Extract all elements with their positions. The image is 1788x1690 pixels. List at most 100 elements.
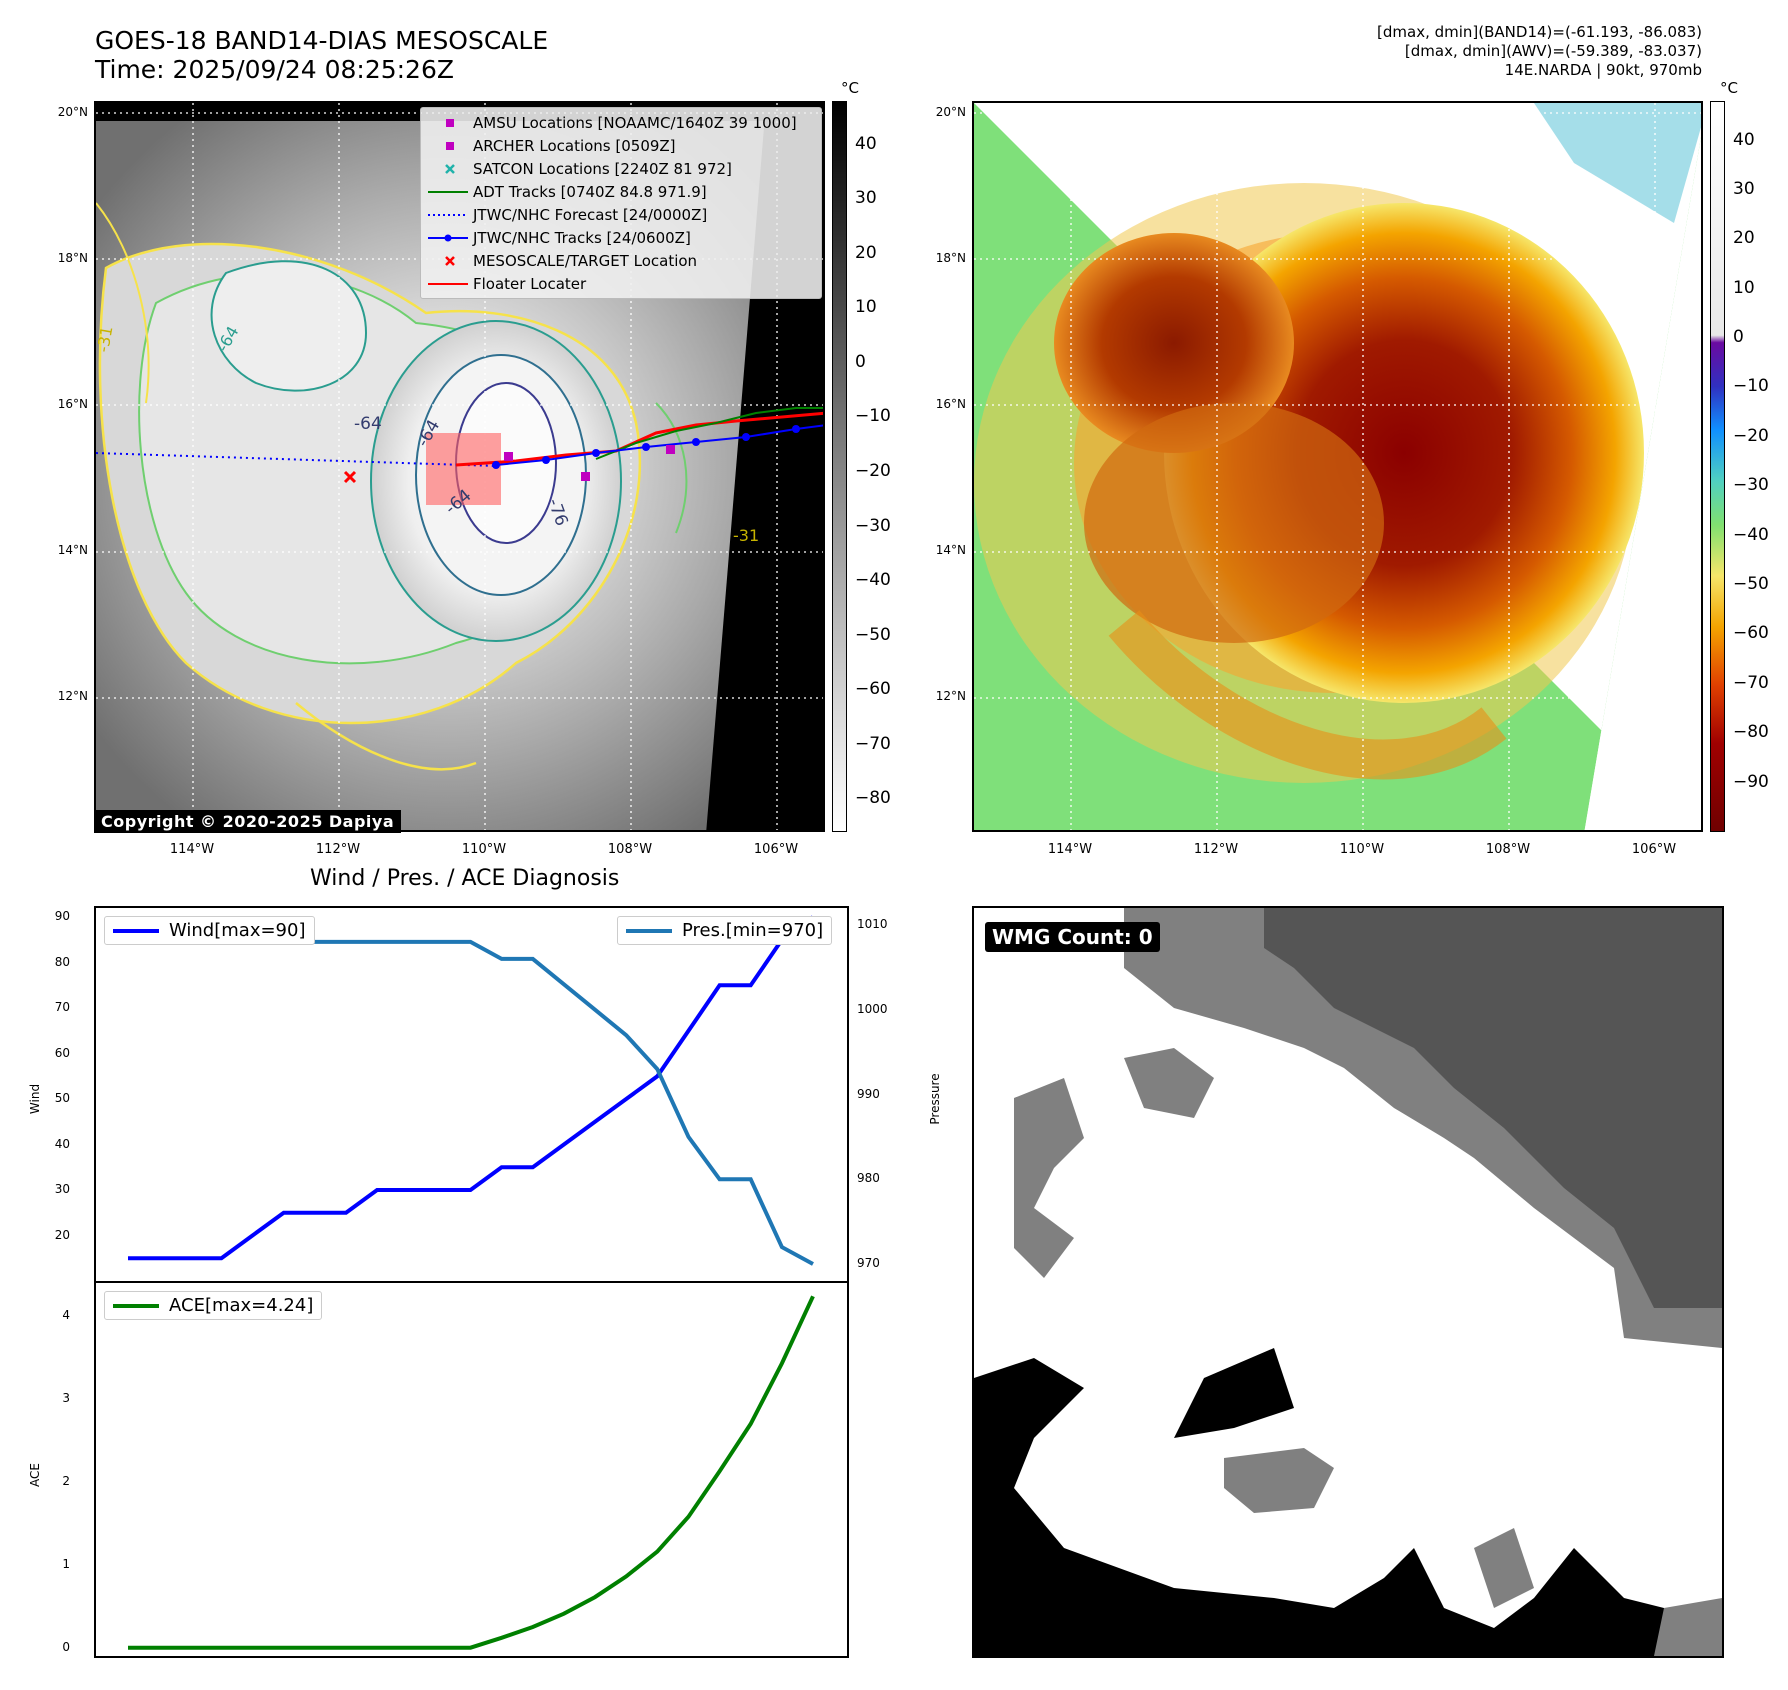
wmg-count-label: WMG Count: 0 (985, 922, 1160, 952)
series-line-ace (128, 1295, 815, 1650)
forecast-track (96, 452, 497, 467)
lon-label: 114°W (169, 842, 215, 857)
wind-pressure-chart (94, 906, 849, 1283)
colorbar-tick-label: −60 (1733, 623, 1769, 644)
lon-label: 108°W (607, 842, 653, 857)
pressure-tick-label: 1010 (857, 916, 888, 931)
legend-item-amsu: AMSU Locations [NOAAMC/1640Z 39 1000] (421, 112, 821, 134)
mesoscale-target-marker (343, 470, 357, 484)
colorbar-tick-label: −70 (855, 733, 891, 754)
pressure-legend-label: Pres.[min=970] (682, 920, 824, 941)
info-line-3: 14E.NARDA | 90kt, 970mb (1504, 61, 1702, 79)
series-line-pres (128, 923, 814, 1266)
colorbar-tick-label: 40 (855, 133, 877, 154)
colorbar-tick-label: −90 (1733, 771, 1769, 792)
legend-item-tracks: JTWC/NHC Tracks [24/0600Z] (421, 227, 821, 249)
wind-tick-label: 50 (54, 1091, 70, 1106)
lon-label: 110°W (1339, 842, 1385, 857)
legend-item-floater: Floater Locater (428, 275, 587, 293)
contour-label: -31 (733, 526, 759, 545)
colorbar-tick-label: 40 (1733, 129, 1755, 150)
pressure-ylabel: Pressure (928, 1073, 942, 1125)
lat-label: 14°N (935, 543, 966, 557)
pressure-tick-label: 970 (857, 1256, 880, 1271)
lat-label: 18°N (935, 251, 966, 265)
colorbar-right (1710, 101, 1725, 832)
legend-item-target: MESOSCALE/TARGET Location (421, 250, 821, 272)
colorbar-tick-label: −50 (1733, 574, 1769, 595)
wind-tick-label: 20 (54, 1227, 70, 1242)
colorbar-tick-label: 20 (855, 242, 877, 263)
lon-label: 108°W (1485, 842, 1531, 857)
map-legend: AMSU Locations [NOAAMC/1640Z 39 1000] AR… (420, 107, 822, 299)
wind-tick-label: 70 (54, 1000, 70, 1015)
wind-tick-label: 40 (54, 1136, 70, 1151)
lon-label: 112°W (1193, 842, 1239, 857)
colorbar-tick-label: −70 (1733, 672, 1769, 693)
wind-tick-label: 60 (54, 1045, 70, 1060)
info-line-1: [dmax, dmin](BAND14)=(-61.193, -86.083) (1377, 23, 1702, 41)
copyright-label: Copyright © 2020-2025 Dapiya (94, 810, 402, 833)
colorbar-tick-label: −80 (855, 788, 891, 809)
colorbar-tick-label: −20 (855, 460, 891, 481)
ace-chart (94, 1281, 849, 1658)
series-line-wind (128, 915, 815, 1261)
ace-ylabel: ACE (28, 1463, 42, 1487)
figure-title: GOES-18 BAND14-DIAS MESOSCALE Time: 2025… (95, 26, 548, 84)
lon-label: 110°W (461, 842, 507, 857)
lon-label: 106°W (1631, 842, 1677, 857)
colorbar-tick-label: −40 (1733, 524, 1769, 545)
lat-label: 14°N (57, 543, 88, 557)
ace-tick-label: 1 (62, 1556, 70, 1571)
wind-pressure-plot (128, 915, 815, 1266)
colorbar-tick-label: −10 (1733, 376, 1769, 397)
enhanced-map-image (974, 103, 1701, 830)
wind-tick-label: 30 (54, 1182, 70, 1197)
legend-item-satcon: SATCON Locations [2240Z 81 972] (421, 158, 821, 180)
pressure-legend: Pres.[min=970] (617, 916, 833, 945)
colorbar-tick-label: 0 (1733, 327, 1744, 348)
contour-label: -64 (354, 414, 382, 434)
pressure-legend-swatch (626, 929, 672, 933)
colorbar-left (832, 101, 847, 832)
colorbar-right-unit: °C (1720, 79, 1738, 97)
wind-legend-label: Wind[max=90] (169, 920, 306, 941)
ace-legend: ACE[max=4.24] (104, 1291, 323, 1320)
ace-plot (128, 1295, 815, 1650)
colorbar-tick-label: −60 (855, 679, 891, 700)
pressure-tick-label: 990 (857, 1086, 880, 1101)
lat-label: 16°N (935, 397, 966, 411)
colorbar-tick-label: −80 (1733, 722, 1769, 743)
pressure-tick-label: 1000 (857, 1001, 888, 1016)
wind-tick-label: 80 (54, 954, 70, 969)
lat-label: 16°N (57, 397, 88, 411)
wmg-panel (972, 906, 1724, 1658)
wind-ylabel: Wind (28, 1083, 42, 1115)
ace-legend-swatch (113, 1304, 159, 1308)
diagnosis-title: Wind / Pres. / ACE Diagnosis (310, 866, 620, 891)
info-line-2: [dmax, dmin](AWV)=(-59.389, -83.037) (1404, 42, 1702, 60)
mesoscale-target-box (426, 433, 501, 505)
map-gridlines (974, 103, 1701, 830)
wind-legend-swatch (113, 929, 159, 933)
jtwc-track (495, 424, 823, 466)
lon-label: 112°W (315, 842, 361, 857)
colorbar-tick-label: 10 (855, 297, 877, 318)
lon-label: 114°W (1047, 842, 1093, 857)
colorbar-tick-label: 0 (855, 351, 866, 372)
title-line-1: GOES-18 BAND14-DIAS MESOSCALE (95, 26, 549, 55)
enhanced-map-panel (972, 101, 1703, 832)
colorbar-left-unit: °C (841, 79, 859, 97)
wind-tick-label: 90 (54, 909, 70, 924)
colorbar-tick-label: −50 (855, 624, 891, 645)
contour-label: -31 (96, 325, 116, 354)
legend-item-forecast: JTWC/NHC Forecast [24/0000Z] (428, 206, 708, 224)
lat-label: 18°N (57, 251, 88, 265)
info-block: [dmax, dmin](BAND14)=(-61.193, -86.083) … (1377, 23, 1702, 80)
lat-label: 12°N (935, 689, 966, 703)
title-line-2: Time: 2025/09/24 08:25:26Z (95, 55, 454, 84)
adt-track (595, 407, 823, 460)
pressure-tick-label: 980 (857, 1171, 880, 1186)
lat-label: 12°N (57, 689, 88, 703)
lat-label: 20°N (57, 105, 88, 119)
